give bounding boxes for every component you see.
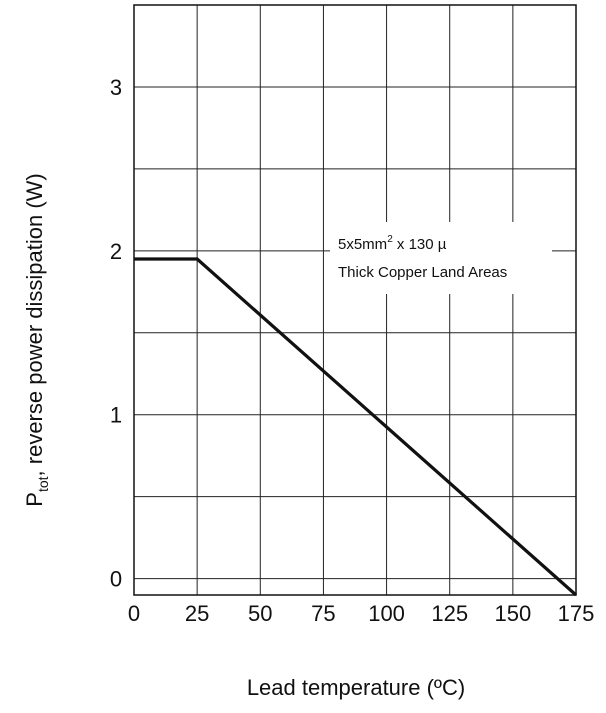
x-tick-label: 100	[368, 601, 405, 626]
y-tick-label: 2	[110, 239, 122, 264]
x-tick-labels: 0 25 50 75 100 125 150 175	[128, 601, 594, 626]
annotation: 5x5mm2 x 130 µ Thick Copper Land Areas	[330, 222, 552, 294]
x-tick-label: 75	[311, 601, 335, 626]
y-tick-label: 0	[110, 567, 122, 592]
annotation-line-1: 5x5mm2 x 130 µ	[338, 234, 447, 253]
y-axis-label: Ptot, reverse power dissipation (W)	[22, 173, 51, 506]
series-line	[134, 259, 576, 595]
annotation-background	[330, 222, 552, 294]
x-tick-label: 0	[128, 601, 140, 626]
x-tick-label: 25	[185, 601, 209, 626]
y-tick-label: 1	[110, 403, 122, 428]
x-tick-label: 175	[558, 601, 595, 626]
y-tick-label: 3	[110, 75, 122, 100]
y-tick-labels: 0 1 2 3	[110, 75, 122, 592]
series-layer	[134, 259, 576, 595]
x-tick-label: 125	[431, 601, 468, 626]
x-tick-label: 150	[494, 601, 531, 626]
x-tick-label: 50	[248, 601, 272, 626]
plot-frame	[134, 5, 576, 595]
grid	[134, 5, 576, 595]
x-axis-label: Lead temperature (ºC)	[247, 675, 465, 700]
annotation-line-2: Thick Copper Land Areas	[338, 264, 507, 281]
